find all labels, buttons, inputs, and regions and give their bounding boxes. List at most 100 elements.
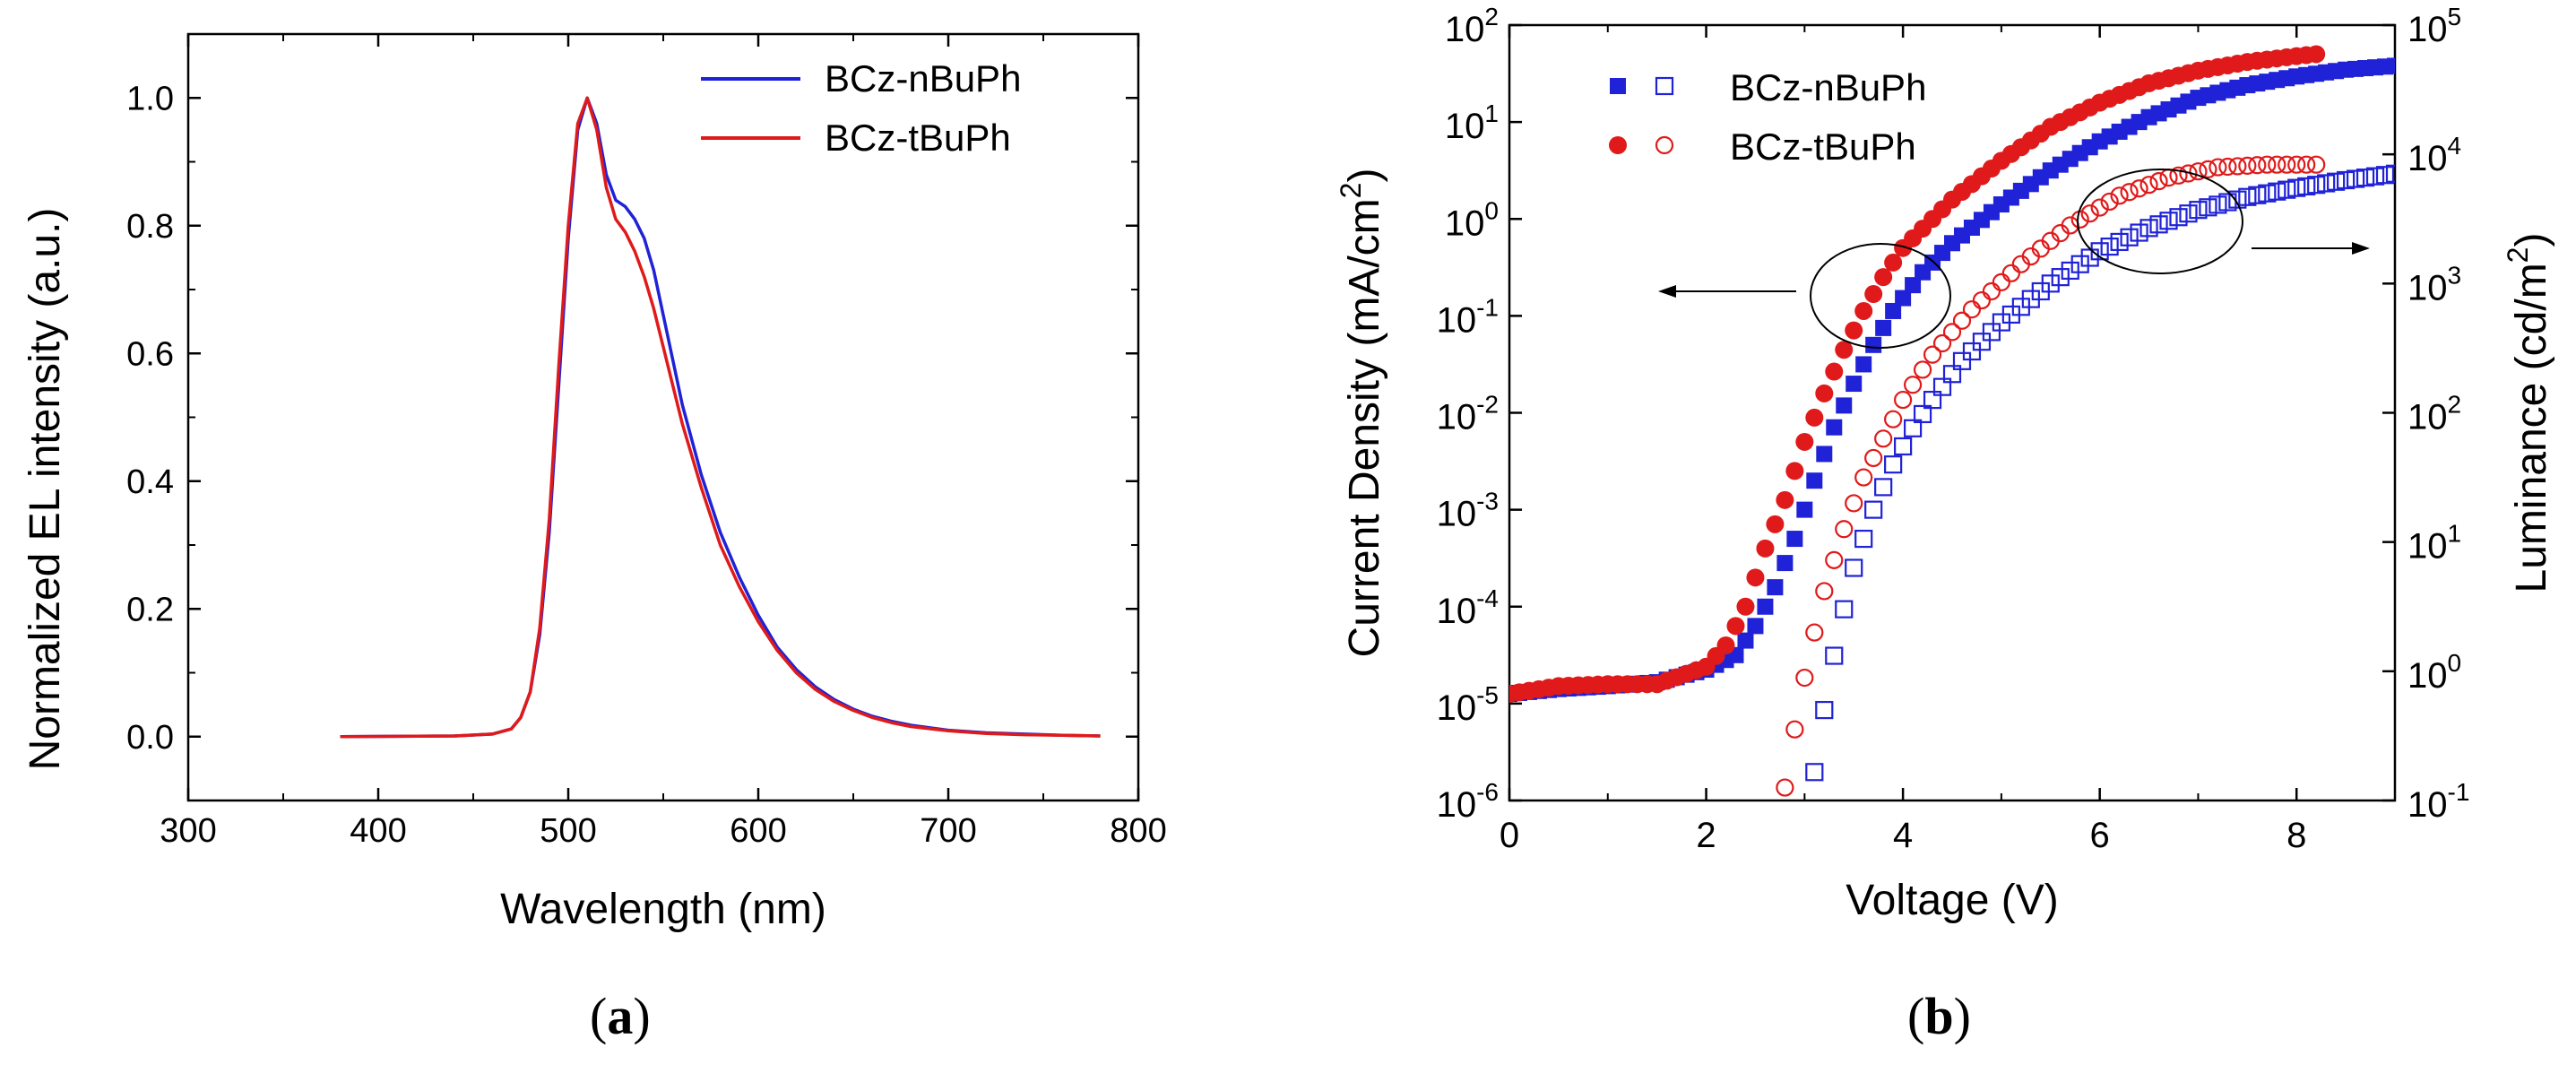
legend-label-b: BCz-tBuPh bbox=[1730, 125, 1916, 168]
marker-nbuph-current bbox=[1776, 555, 1794, 572]
y-tick-label-a: 0.8 bbox=[126, 208, 174, 246]
marker-tbuph-luminance bbox=[1972, 290, 1992, 310]
marker-nbuph-current bbox=[1737, 632, 1754, 649]
y-tick-label-a: 0.6 bbox=[126, 335, 174, 373]
marker-tbuph-current bbox=[1736, 597, 1755, 616]
marker-tbuph-current bbox=[1825, 362, 1844, 381]
marker-nbuph-current bbox=[1836, 397, 1853, 414]
y-right-tick-label-b: 103 bbox=[2407, 261, 2461, 307]
marker-nbuph-luminance bbox=[2179, 204, 2198, 223]
marker-tbuph-luminance bbox=[2090, 198, 2109, 217]
marker-nbuph-luminance bbox=[2356, 169, 2375, 187]
y-left-tick-label-b: 10-2 bbox=[1437, 391, 1499, 437]
y-left-tick-label-b: 10-4 bbox=[1437, 584, 1499, 631]
x-tick-label-a: 400 bbox=[350, 812, 406, 850]
marker-nbuph-luminance bbox=[1952, 351, 1972, 370]
marker-nbuph-luminance bbox=[2110, 232, 2129, 252]
marker-nbuph-current bbox=[1816, 446, 1833, 463]
y-right-tick-label-b: 104 bbox=[2407, 132, 2461, 178]
y-left-tick-label-b: 10-3 bbox=[1437, 488, 1499, 534]
panel-label-b-letter: b bbox=[1924, 987, 1954, 1045]
marker-tbuph-luminance bbox=[1952, 311, 1972, 330]
marker-nbuph-luminance bbox=[2209, 195, 2227, 214]
x-tick-label-a: 300 bbox=[160, 812, 216, 850]
marker-nbuph-luminance bbox=[2327, 172, 2346, 191]
marker-tbuph-current bbox=[1776, 490, 1794, 509]
chart-a: 300 400 500 600 700 800 0.0 0.2 0.4 0.6 0.8 1.0 Wave… bbox=[22, 32, 1167, 933]
marker-nbuph-luminance bbox=[1923, 390, 1942, 410]
marker-nbuph-luminance bbox=[1972, 333, 1992, 351]
marker-tbuph-luminance bbox=[1776, 778, 1794, 797]
marker-nbuph-luminance bbox=[1982, 323, 2001, 342]
marker-nbuph-luminance bbox=[2228, 190, 2247, 209]
x-tick-label-b: 4 bbox=[1893, 816, 1913, 855]
marker-nbuph-current bbox=[1895, 290, 1912, 307]
legend-marker-open-b bbox=[1655, 76, 1674, 96]
marker-tbuph-luminance bbox=[1845, 494, 1863, 513]
annotation-ellipse-left bbox=[1810, 243, 1951, 349]
marker-nbuph-luminance bbox=[1845, 558, 1863, 577]
y-axis-label-a: Normalized EL intensity (a.u.) bbox=[22, 208, 69, 771]
x-tick-label-a: 700 bbox=[920, 812, 976, 850]
marker-tbuph-luminance bbox=[1805, 623, 1824, 642]
marker-tbuph-current bbox=[1785, 462, 1804, 480]
marker-tbuph-luminance bbox=[1815, 582, 1834, 601]
marker-nbuph-current bbox=[1767, 579, 1784, 596]
marker-nbuph-luminance bbox=[1913, 404, 1932, 424]
marker-nbuph-current bbox=[2387, 57, 2395, 74]
marker-tbuph-luminance bbox=[1982, 281, 2001, 301]
marker-nbuph-luminance bbox=[2307, 176, 2326, 195]
marker-tbuph-luminance bbox=[1962, 300, 1982, 319]
marker-tbuph-current bbox=[1766, 515, 1785, 533]
marker-tbuph-luminance bbox=[2307, 155, 2326, 174]
y-right-tick-label-b: 102 bbox=[2407, 391, 2461, 437]
marker-tbuph-current bbox=[1726, 617, 1745, 636]
marker-nbuph-current bbox=[1885, 302, 1902, 319]
marker-nbuph-luminance bbox=[1835, 600, 1854, 619]
marker-nbuph-luminance bbox=[2149, 215, 2168, 234]
marker-nbuph-current bbox=[1826, 419, 1843, 436]
marker-tbuph-current bbox=[1805, 408, 1824, 427]
marker-tbuph-luminance bbox=[2199, 160, 2217, 178]
x-tick-label-a: 500 bbox=[540, 812, 596, 850]
y-tick-label-a: 0.4 bbox=[126, 463, 174, 501]
marker-nbuph-luminance bbox=[1894, 437, 1913, 456]
marker-nbuph-current bbox=[1855, 356, 1872, 373]
x-axis-label-b: Voltage (V) bbox=[1846, 877, 2058, 924]
marker-nbuph-luminance bbox=[1942, 365, 1962, 384]
marker-nbuph-luminance bbox=[1864, 500, 1883, 519]
marker-tbuph-luminance bbox=[2189, 162, 2208, 181]
marker-nbuph-luminance bbox=[2100, 238, 2119, 256]
marker-tbuph-luminance bbox=[2278, 155, 2296, 174]
marker-tbuph-luminance bbox=[1942, 323, 1962, 342]
marker-tbuph-luminance bbox=[2169, 166, 2188, 185]
x-tick-label-a: 600 bbox=[730, 812, 786, 850]
marker-tbuph-luminance bbox=[2248, 156, 2267, 175]
marker-tbuph-luminance bbox=[2179, 164, 2198, 183]
marker-tbuph-luminance bbox=[2287, 155, 2306, 174]
marker-nbuph-luminance bbox=[1854, 529, 1873, 549]
y-tick-label-a: 0.2 bbox=[126, 591, 174, 628]
series-line-a-tbuph bbox=[340, 96, 1101, 739]
marker-tbuph-current bbox=[1835, 341, 1854, 359]
marker-nbuph-luminance bbox=[1874, 478, 1893, 497]
marker-nbuph-luminance bbox=[2139, 219, 2158, 238]
marker-tbuph-luminance bbox=[1932, 333, 1952, 353]
marker-tbuph-luminance bbox=[2110, 186, 2129, 205]
panel-label-a: (a) bbox=[590, 987, 651, 1045]
legend-label-b: BCz-nBuPh bbox=[1730, 66, 1926, 108]
marker-nbuph-current bbox=[1846, 376, 1863, 393]
marker-nbuph-luminance bbox=[1932, 377, 1952, 396]
y-left-tick-label-b: 100 bbox=[1445, 196, 1499, 243]
marker-tbuph-luminance bbox=[2120, 183, 2139, 202]
x-tick-label-b: 0 bbox=[1500, 816, 1519, 855]
panel-label-b: (b) bbox=[1907, 987, 1971, 1045]
marker-nbuph-luminance bbox=[2061, 261, 2079, 281]
marker-tbuph-luminance bbox=[1874, 429, 1893, 448]
marker-nbuph-luminance bbox=[2070, 255, 2089, 273]
x-tick-label-b: 2 bbox=[1696, 816, 1716, 855]
marker-tbuph-current bbox=[1864, 285, 1883, 304]
marker-nbuph-luminance bbox=[2041, 274, 2060, 293]
marker-tbuph-current bbox=[1845, 321, 1863, 340]
